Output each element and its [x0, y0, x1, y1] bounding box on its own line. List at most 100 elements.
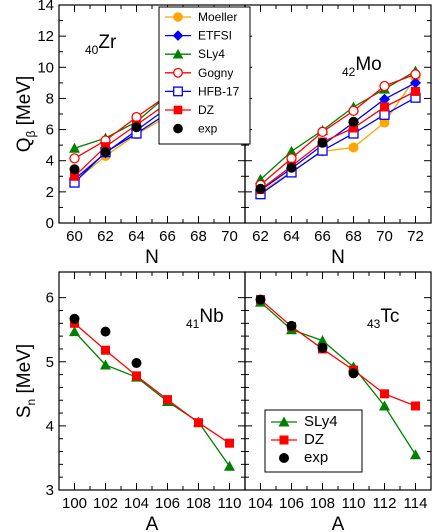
- chart-panel-bottom-right: 104 106 108 110 112 114 43Tc A: [244, 271, 432, 532]
- panel-annotation: 40Zr: [85, 32, 117, 57]
- x-tick-label: 60: [66, 228, 83, 245]
- annotation-element: Nb: [199, 306, 223, 327]
- legend-label: DZ: [198, 103, 214, 117]
- y-label-main: Q: [14, 138, 35, 153]
- x-tick-label: 108: [186, 495, 211, 512]
- data-point: [101, 345, 110, 355]
- data-point: [255, 183, 266, 194]
- data-point: [411, 401, 420, 411]
- y-tick-label: 6: [46, 290, 54, 307]
- legend-marker: [173, 12, 183, 22]
- annotation-subscript: 41: [186, 317, 200, 331]
- y-tick-label: 3: [46, 482, 54, 499]
- x-axis-label: N: [145, 247, 159, 268]
- series-line: [260, 70, 416, 180]
- data-point: [380, 102, 389, 112]
- data-point: [100, 147, 111, 158]
- annotation-subscript: 42: [342, 65, 356, 79]
- legend-label: exp: [304, 449, 328, 466]
- series-line: [260, 73, 416, 186]
- annotation-element: Tc: [380, 306, 399, 327]
- y-axis-label: Sn [MeV]: [14, 344, 38, 418]
- series-SLy4: [69, 326, 235, 471]
- y-label-sub: β: [24, 131, 38, 138]
- series-HFB-17: [255, 92, 421, 200]
- data-point: [101, 142, 110, 152]
- series-exp: [255, 294, 359, 379]
- data-point: [379, 400, 390, 411]
- panel-annotation: 43Tc: [367, 306, 399, 331]
- x-tick-label: 70: [221, 228, 238, 245]
- data-point: [286, 153, 297, 164]
- y-tick-label: 8: [46, 90, 54, 107]
- data-point: [317, 126, 328, 138]
- legend-entry-Moeller: Moeller: [165, 10, 237, 24]
- data-point: [411, 86, 420, 96]
- x-tick-label: 62: [97, 228, 114, 245]
- x-tick-label: 112: [373, 495, 397, 512]
- x-tick-label: 72: [407, 228, 424, 245]
- series-line: [260, 97, 416, 195]
- legend-label: Moeller: [198, 10, 237, 24]
- data-point: [70, 171, 79, 181]
- legend-marker: [172, 48, 184, 59]
- data-point: [286, 162, 297, 173]
- y-label-unit: [MeV]: [14, 76, 35, 131]
- data-point: [410, 69, 421, 80]
- panel-annotation: 42Mo: [342, 54, 382, 79]
- legend-label: SLy4: [198, 47, 225, 61]
- y-label-main: S: [14, 405, 35, 418]
- data-point: [131, 358, 142, 369]
- data-point: [348, 142, 359, 153]
- series-line: [260, 301, 417, 456]
- data-point: [379, 109, 390, 120]
- series-DZ: [256, 86, 420, 195]
- data-point: [132, 371, 141, 381]
- y-tick-label: 4: [46, 153, 54, 170]
- legend-label: HFB-17: [198, 84, 240, 98]
- data-point: [69, 153, 80, 164]
- annotation-subscript: 40: [85, 43, 99, 57]
- series-line: [260, 82, 416, 191]
- legend-label: Gogny: [198, 66, 233, 80]
- x-tick-label: 106: [155, 495, 180, 512]
- x-tick-label: 106: [279, 495, 304, 512]
- series-line: [74, 331, 231, 467]
- x-tick-label: 100: [62, 495, 87, 512]
- legend-entry-SLy4: SLy4: [271, 413, 338, 430]
- data-point: [349, 123, 358, 133]
- x-tick-label: 104: [124, 495, 149, 512]
- y-label-unit: [MeV]: [14, 344, 35, 399]
- legend-marker: [173, 67, 183, 78]
- legend-label: DZ: [304, 431, 324, 448]
- data-point: [69, 164, 80, 175]
- data-point: [348, 368, 359, 379]
- x-tick-label: 108: [310, 495, 335, 512]
- series-exp: [69, 313, 142, 369]
- chart-panel-bottom-left: 100 102 104 106 108 110 3 4 5 6 41Nb A Sn [MeV]: [14, 271, 246, 532]
- data-point: [225, 438, 234, 448]
- x-tick-label: 66: [159, 228, 176, 245]
- x-tick-label: 70: [376, 228, 393, 245]
- x-axis-label: A: [332, 514, 345, 532]
- data-point: [224, 460, 235, 471]
- data-point: [131, 122, 142, 133]
- series-ETFSI: [255, 77, 421, 196]
- legend-entry-Gogny: Gogny: [165, 66, 233, 80]
- data-point: [379, 80, 390, 92]
- legend-marker: [278, 416, 290, 427]
- data-point: [69, 326, 80, 337]
- series-line: [260, 90, 416, 191]
- annotation-element: Mo: [355, 54, 381, 75]
- legend-entry-SLy4: SLy4: [165, 47, 225, 61]
- x-tick-label: 64: [283, 228, 300, 245]
- x-tick-label: 64: [128, 228, 145, 245]
- x-tick-label: 110: [218, 495, 242, 512]
- series-line: [260, 299, 416, 407]
- x-tick-label: 102: [93, 495, 118, 512]
- series-line: [260, 77, 417, 194]
- x-tick-label: 68: [190, 228, 207, 245]
- x-tick-label: 66: [314, 228, 331, 245]
